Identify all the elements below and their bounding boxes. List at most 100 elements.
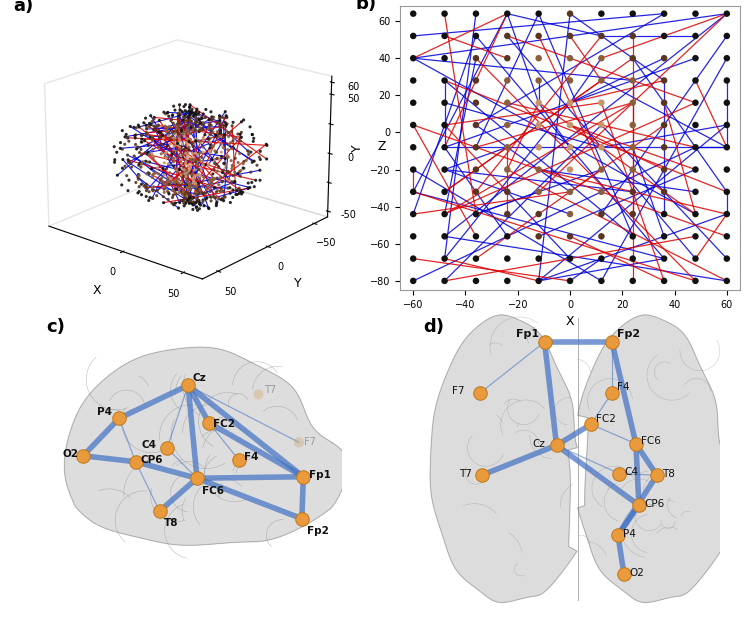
- Point: [252, 389, 264, 399]
- Point: [658, 232, 670, 241]
- Point: [689, 253, 701, 263]
- Point: [470, 165, 482, 175]
- Point: [407, 53, 419, 63]
- Point: [439, 276, 451, 286]
- Point: [721, 209, 733, 219]
- Point: [596, 9, 608, 19]
- Point: [532, 142, 544, 152]
- Point: [721, 98, 733, 108]
- Point: [689, 53, 701, 63]
- Text: FC2: FC2: [596, 414, 616, 424]
- Text: O2: O2: [630, 568, 644, 578]
- Point: [627, 187, 639, 197]
- Point: [606, 337, 618, 347]
- Point: [564, 276, 576, 286]
- Text: c): c): [46, 318, 65, 336]
- Point: [689, 98, 701, 108]
- Point: [532, 187, 544, 197]
- Point: [501, 276, 513, 286]
- Point: [606, 388, 618, 398]
- Point: [470, 209, 482, 219]
- Point: [501, 31, 513, 41]
- Point: [407, 187, 419, 197]
- Point: [476, 470, 488, 480]
- Point: [439, 165, 451, 175]
- Point: [721, 165, 733, 175]
- Point: [153, 506, 165, 516]
- Point: [532, 253, 544, 263]
- Polygon shape: [64, 347, 348, 545]
- Point: [501, 76, 513, 85]
- Point: [613, 469, 625, 479]
- Point: [658, 53, 670, 63]
- Point: [596, 120, 608, 130]
- Text: O2: O2: [62, 449, 79, 459]
- Point: [596, 76, 608, 85]
- Point: [658, 142, 670, 152]
- Point: [627, 165, 639, 175]
- Text: T8: T8: [164, 518, 179, 528]
- Point: [564, 142, 576, 152]
- Point: [439, 31, 451, 41]
- Point: [474, 388, 486, 398]
- Text: P4: P4: [97, 407, 112, 417]
- Point: [658, 31, 670, 41]
- Point: [130, 457, 142, 467]
- Point: [439, 9, 451, 19]
- Point: [501, 120, 513, 130]
- Point: [470, 9, 482, 19]
- Text: T7: T7: [263, 385, 276, 395]
- Point: [627, 232, 639, 241]
- Point: [77, 451, 89, 461]
- Text: Fp2: Fp2: [618, 329, 640, 339]
- Point: [627, 142, 639, 152]
- Point: [564, 209, 576, 219]
- Point: [689, 209, 701, 219]
- Point: [439, 142, 451, 152]
- Point: [564, 31, 576, 41]
- Point: [470, 142, 482, 152]
- Point: [407, 31, 419, 41]
- Point: [470, 276, 482, 286]
- Point: [689, 120, 701, 130]
- Point: [407, 232, 419, 241]
- Point: [470, 187, 482, 197]
- Point: [596, 232, 608, 241]
- Point: [470, 31, 482, 41]
- Y-axis label: Y: Y: [351, 144, 365, 152]
- Point: [161, 443, 173, 453]
- Text: P4: P4: [624, 529, 636, 539]
- X-axis label: X: X: [565, 316, 575, 328]
- Point: [470, 253, 482, 263]
- Point: [439, 120, 451, 130]
- Point: [721, 232, 733, 241]
- Point: [439, 187, 451, 197]
- Point: [532, 31, 544, 41]
- Point: [532, 165, 544, 175]
- Text: T8: T8: [662, 469, 675, 479]
- Point: [564, 120, 576, 130]
- Point: [689, 232, 701, 241]
- Point: [689, 165, 701, 175]
- Point: [407, 276, 419, 286]
- Point: [658, 276, 670, 286]
- Point: [627, 253, 639, 263]
- Point: [439, 232, 451, 241]
- Text: F4: F4: [245, 452, 259, 462]
- Point: [182, 381, 194, 391]
- Point: [191, 473, 203, 483]
- Point: [233, 456, 245, 466]
- Point: [501, 253, 513, 263]
- Point: [501, 53, 513, 63]
- Text: F7: F7: [451, 386, 464, 396]
- Point: [470, 232, 482, 241]
- Y-axis label: Y: Y: [294, 277, 302, 290]
- Text: Fp1: Fp1: [516, 329, 539, 339]
- Point: [627, 276, 639, 286]
- Point: [439, 53, 451, 63]
- Point: [501, 165, 513, 175]
- Point: [532, 98, 544, 108]
- Text: C4: C4: [142, 441, 156, 451]
- Point: [532, 232, 544, 241]
- Point: [721, 276, 733, 286]
